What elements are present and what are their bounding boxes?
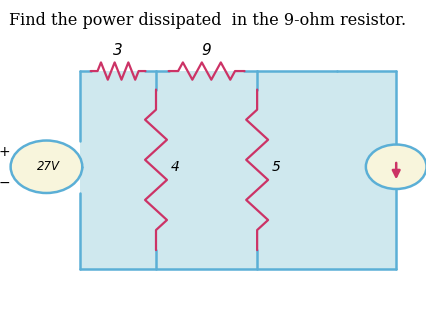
Text: 5: 5	[272, 160, 281, 174]
Text: 3: 3	[113, 43, 123, 59]
Circle shape	[366, 145, 427, 189]
Circle shape	[11, 140, 82, 193]
Text: +: +	[0, 145, 10, 159]
Bar	[80, 71, 396, 269]
Text: −: −	[0, 175, 10, 190]
Text: 9: 9	[202, 43, 212, 59]
Text: 4: 4	[171, 160, 180, 174]
Text: 27V: 27V	[37, 160, 60, 173]
Text: Find the power dissipated  in the 9-ohm resistor.: Find the power dissipated in the 9-ohm r…	[9, 12, 405, 29]
